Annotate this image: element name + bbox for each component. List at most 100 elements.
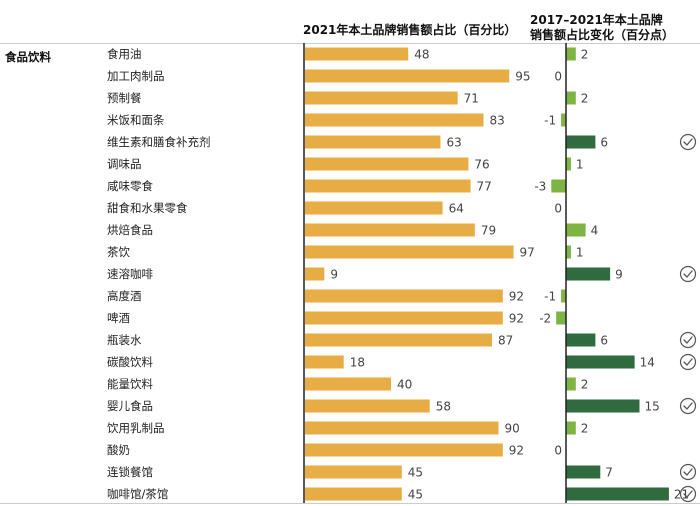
share-value-label: 45	[408, 488, 423, 502]
share-value-label: 45	[408, 466, 423, 480]
check-mark-icon	[683, 468, 693, 476]
check-circle-icon	[679, 463, 697, 481]
change-bar	[566, 223, 586, 237]
share-value-label: 90	[505, 422, 520, 436]
category-label: 高度酒	[107, 289, 142, 303]
change-value-label: 2	[581, 378, 589, 392]
change-bar	[551, 179, 566, 193]
share-header: 2021年本土品牌销售额占比（百分比）	[303, 22, 516, 37]
change-header-line2: 销售额占比变化（百分点）	[530, 27, 674, 42]
share-bar	[305, 91, 458, 105]
share-value-label: 64	[449, 202, 464, 216]
check-circle-icon	[679, 485, 697, 503]
share-bar	[305, 311, 503, 325]
share-value-label: 92	[509, 312, 524, 326]
share-bar	[305, 245, 514, 259]
change-value-label: 6	[600, 334, 608, 348]
change-bar	[566, 465, 601, 479]
change-value-label: -3	[534, 180, 546, 194]
category-label: 调味品	[107, 157, 142, 171]
change-value-label: 9	[615, 268, 623, 282]
category-label: 咸味零食	[107, 179, 153, 193]
change-bar	[556, 311, 566, 325]
share-bar	[305, 157, 469, 171]
change-bar	[566, 245, 571, 259]
share-bar	[305, 179, 471, 193]
change-value-label: 21	[674, 488, 689, 502]
share-value-label: 40	[397, 378, 412, 392]
share-value-label: 95	[515, 70, 530, 84]
change-value-label: 1	[576, 246, 584, 260]
change-bar	[561, 113, 566, 127]
change-bar	[566, 399, 640, 413]
share-value-label: 76	[474, 158, 489, 172]
change-value-label: -2	[539, 312, 551, 326]
share-bar	[305, 487, 402, 501]
change-bar	[566, 487, 669, 501]
change-value-label: 2	[581, 48, 589, 62]
check-mark-icon	[683, 336, 693, 344]
category-label: 碳酸饮料	[107, 355, 153, 369]
change-value-label: 15	[645, 400, 660, 414]
share-bar	[305, 399, 430, 413]
share-value-label: 92	[509, 444, 524, 458]
change-bar	[566, 267, 611, 281]
share-bar	[305, 47, 409, 61]
change-value-label: -1	[544, 290, 556, 304]
share-value-label: 87	[498, 334, 513, 348]
change-value-label: 0	[554, 202, 562, 216]
change-value-label: -1	[544, 114, 556, 128]
category-label: 米饭和面条	[107, 113, 165, 127]
change-value-label: 0	[554, 70, 562, 84]
share-bar	[305, 333, 493, 347]
change-bar	[566, 91, 576, 105]
share-value-label: 9	[330, 268, 338, 282]
share-bar	[305, 135, 441, 149]
change-value-label: 1	[576, 158, 584, 172]
change-bar	[566, 377, 576, 391]
share-bar	[305, 113, 484, 127]
change-value-label: 7	[605, 466, 613, 480]
category-label: 烘焙食品	[107, 223, 153, 237]
change-value-label: 2	[581, 422, 589, 436]
change-bar	[566, 135, 596, 149]
category-label: 能量饮料	[107, 377, 153, 391]
share-bar	[305, 355, 344, 369]
category-label: 婴儿食品	[107, 399, 153, 413]
change-bar	[566, 333, 596, 347]
section-label: 食品饮料	[5, 50, 51, 64]
share-bar	[305, 465, 402, 479]
share-bar	[305, 377, 391, 391]
share-bar	[305, 443, 503, 457]
check-mark-icon	[683, 490, 693, 498]
share-value-label: 58	[436, 400, 451, 414]
category-label: 酸奶	[107, 443, 130, 457]
change-header-line1: 2017–2021年本土品牌	[530, 12, 663, 27]
category-label: 食用油	[107, 47, 142, 61]
share-value-label: 71	[464, 92, 479, 106]
share-bar	[305, 223, 475, 237]
category-label: 连锁餐馆	[107, 465, 153, 479]
category-label: 啤酒	[107, 311, 130, 325]
share-value-label: 63	[446, 136, 461, 150]
category-label: 速溶咖啡	[107, 267, 153, 281]
share-bar	[305, 201, 443, 215]
check-mark-icon	[683, 402, 693, 410]
check-circle-icon	[679, 353, 697, 371]
check-circle-icon	[679, 133, 697, 151]
change-bar	[566, 355, 635, 369]
change-bar	[561, 289, 566, 303]
category-label: 茶饮	[107, 245, 130, 259]
share-bar	[305, 289, 503, 303]
change-bar	[566, 47, 576, 61]
share-value-label: 48	[414, 48, 429, 62]
change-value-label: 14	[640, 356, 655, 370]
change-value-label: 4	[591, 224, 599, 238]
share-bar	[305, 421, 499, 435]
share-value-label: 18	[350, 356, 365, 370]
category-label: 咖啡馆/茶馆	[107, 487, 168, 501]
category-label: 预制餐	[107, 91, 142, 105]
change-value-label: 6	[600, 136, 608, 150]
share-value-label: 79	[481, 224, 496, 238]
